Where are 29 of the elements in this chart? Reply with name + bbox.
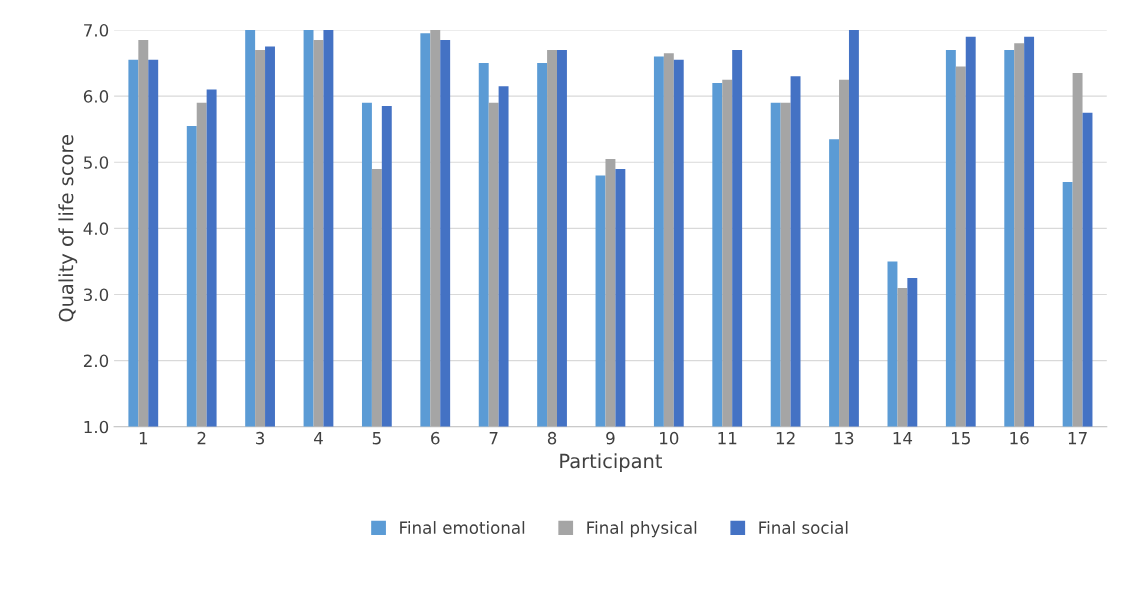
y-tick-label: 2.0	[83, 354, 109, 368]
x-tick-label: 17	[1068, 432, 1087, 445]
x-tick-label: 1	[139, 432, 148, 445]
x-tick-label: 16	[1010, 431, 1029, 445]
y-tick-label: 1.0	[84, 420, 109, 434]
x-tick-label: 2	[197, 431, 206, 445]
x-tick-label: 11	[718, 432, 737, 445]
x-tick-label: 10	[660, 431, 679, 445]
y-axis-title: Quality of life score	[58, 135, 78, 322]
x-tick-label: 8	[547, 431, 557, 445]
x-tick-label: 6	[431, 431, 440, 445]
x-tick-label: 4	[313, 432, 323, 445]
x-axis-title: Participant	[560, 453, 663, 473]
x-tick-label: 14	[893, 432, 913, 445]
y-tick-label: 3.0	[84, 288, 109, 302]
legend-label: Final emotional	[400, 521, 525, 534]
x-tick-label: 15	[952, 432, 970, 445]
x-tick-label: 7	[489, 432, 498, 445]
legend-label: Final physical	[587, 521, 697, 538]
x-tick-label: 3	[256, 431, 265, 445]
x-tick-label: 12	[776, 431, 795, 445]
y-tick-label: 4.0	[83, 222, 109, 235]
y-tick-label: 6.0	[83, 90, 109, 103]
y-tick-label: 7.0	[84, 24, 109, 37]
legend-label: Final social	[759, 521, 848, 534]
x-tick-label: 13	[835, 431, 854, 445]
y-tick-label: 5.0	[84, 156, 109, 169]
x-tick-label: 9	[606, 431, 615, 445]
x-tick-label: 5	[372, 432, 381, 445]
